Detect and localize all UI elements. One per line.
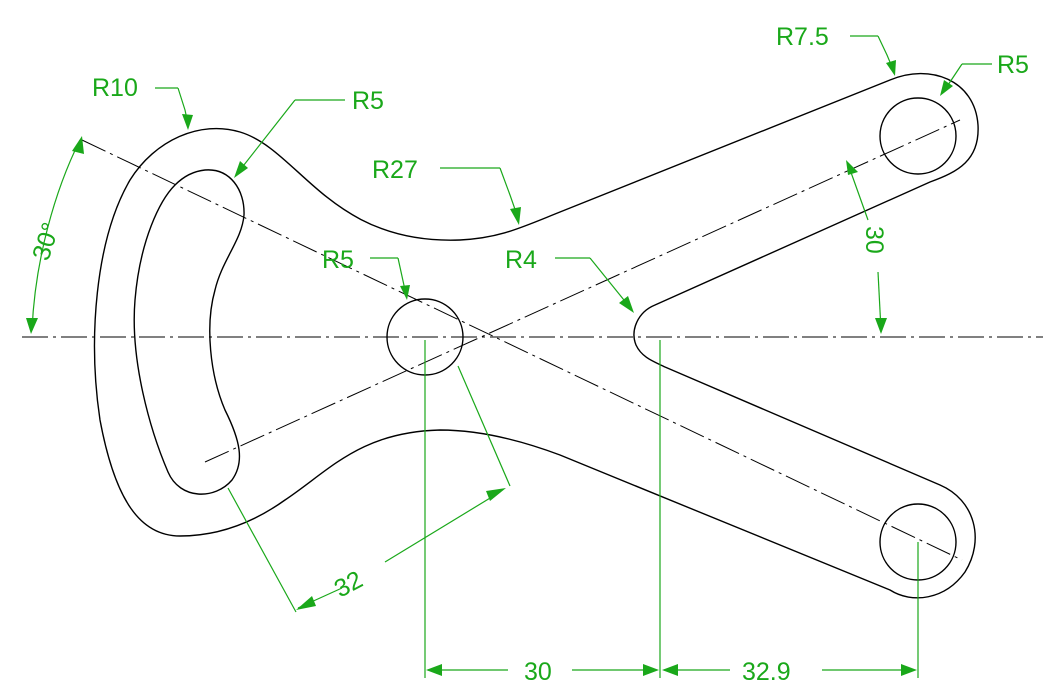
- dimensions: R10 R5 R27 R5 R4: [26, 23, 1029, 686]
- vertical-30-dimension: 30: [846, 160, 888, 334]
- r10-callout: R10: [92, 74, 193, 130]
- angle-30-dimension: 30°: [26, 136, 84, 334]
- horizontal-30-dimension: 30: [425, 340, 660, 686]
- upper-arm-centerline: [205, 120, 960, 462]
- inner-slot: [134, 170, 244, 494]
- horizontal-30-label: 30: [524, 658, 552, 686]
- outer-boundary: [95, 74, 979, 598]
- lower-arm-centerline: [82, 140, 962, 560]
- r4-callout: R4: [505, 246, 634, 313]
- r10-label: R10: [92, 74, 138, 102]
- r5-right-callout: R5: [940, 51, 1029, 96]
- slot-32-label: 32: [330, 566, 368, 604]
- r5-slot-label: R5: [352, 87, 384, 115]
- center-lines: [22, 120, 1043, 560]
- horizontal-32-9-label: 32.9: [742, 658, 791, 686]
- r7-5-callout: R7.5: [776, 23, 896, 76]
- r5-center-callout: R5: [322, 246, 410, 300]
- r27-label: R27: [372, 156, 418, 184]
- upper-right-hole: [880, 98, 956, 174]
- r7-5-label: R7.5: [776, 23, 829, 51]
- part-outline: [95, 74, 979, 598]
- angle-30-label: 30°: [27, 219, 65, 264]
- r5-right-label: R5: [997, 51, 1029, 79]
- horizontal-32-9-dimension: 32.9: [662, 542, 918, 686]
- r27-callout: R27: [372, 156, 521, 225]
- vertical-30-label: 30: [860, 226, 888, 254]
- slot-32-dimension: 32: [228, 366, 510, 612]
- r5-slot-callout: R5: [234, 87, 384, 178]
- r4-label: R4: [505, 246, 537, 274]
- r5-center-label: R5: [322, 246, 354, 274]
